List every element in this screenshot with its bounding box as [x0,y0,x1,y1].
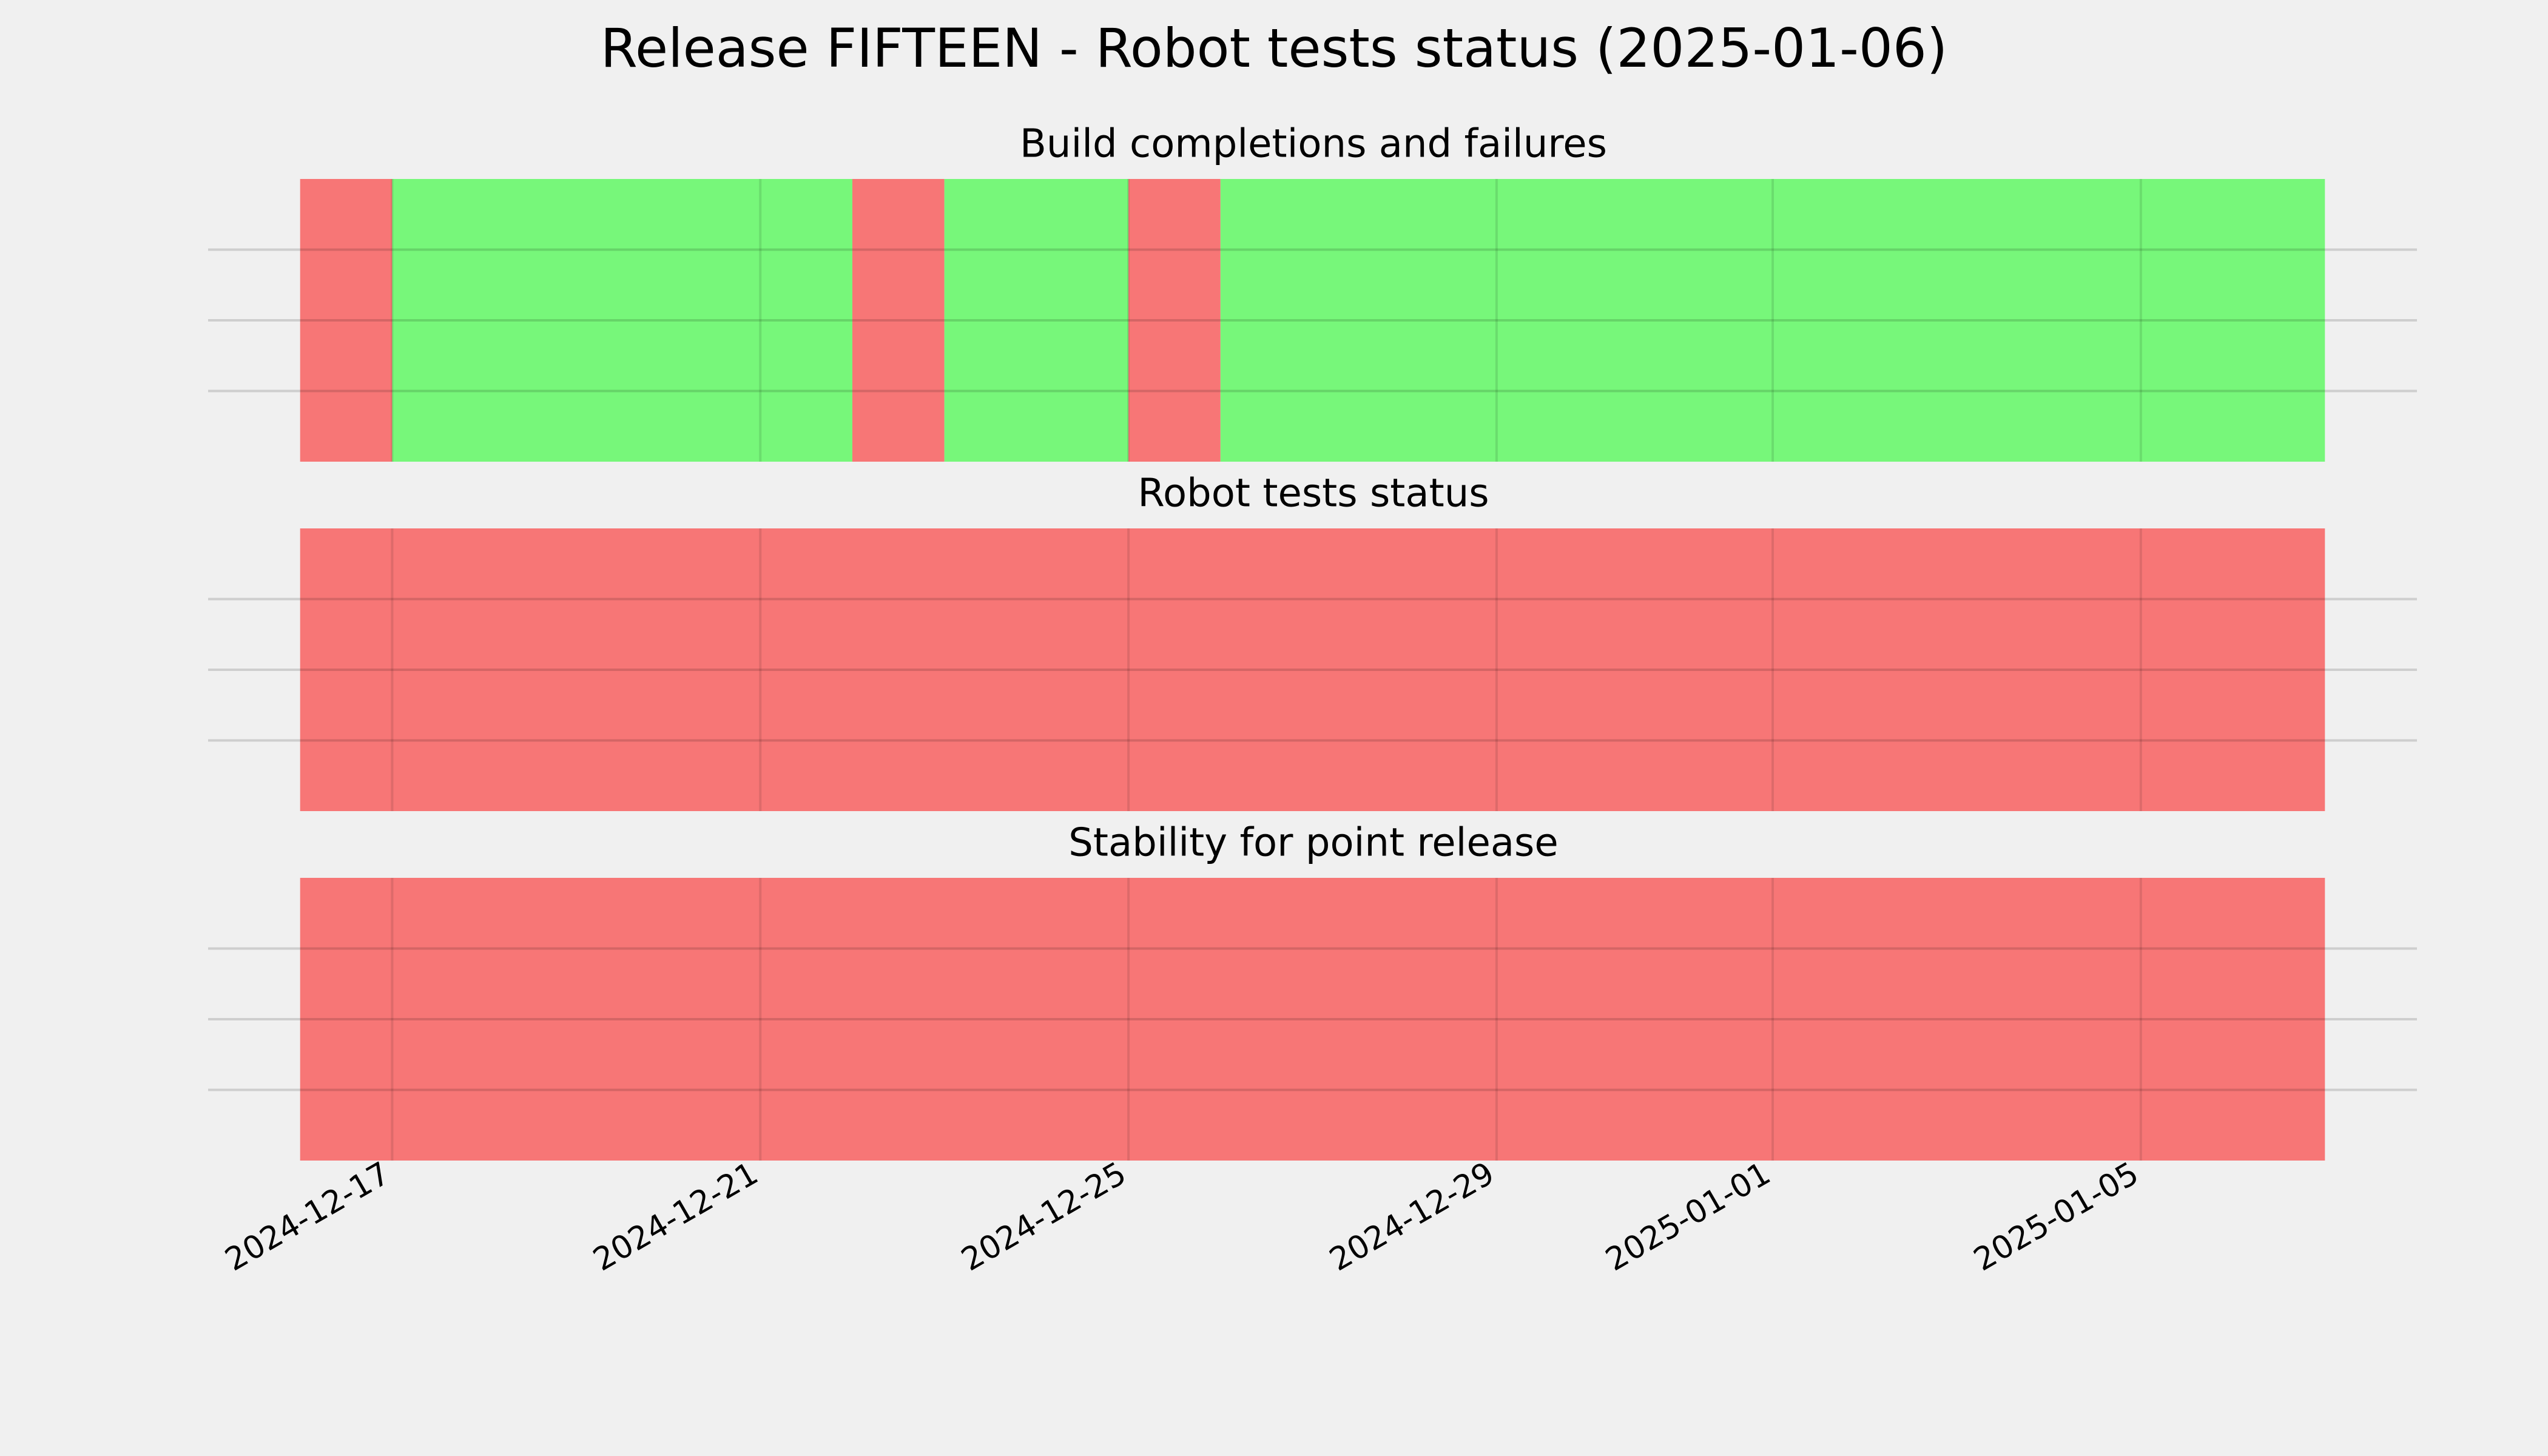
panel-title: Stability for point release [1068,821,1559,866]
status-segment [300,528,2325,811]
status-segment [300,179,393,462]
status-segment [852,179,945,462]
status-segment [1128,179,1221,462]
status-segment [300,878,2325,1161]
status-segment [944,179,1129,462]
chart-title: Release FIFTEEN - Robot tests status (20… [601,17,1947,79]
panel-title: Robot tests status [1138,471,1489,516]
panel-title: Build completions and failures [1020,122,1607,167]
status-segment [392,179,852,462]
status-segment [1220,179,2325,462]
